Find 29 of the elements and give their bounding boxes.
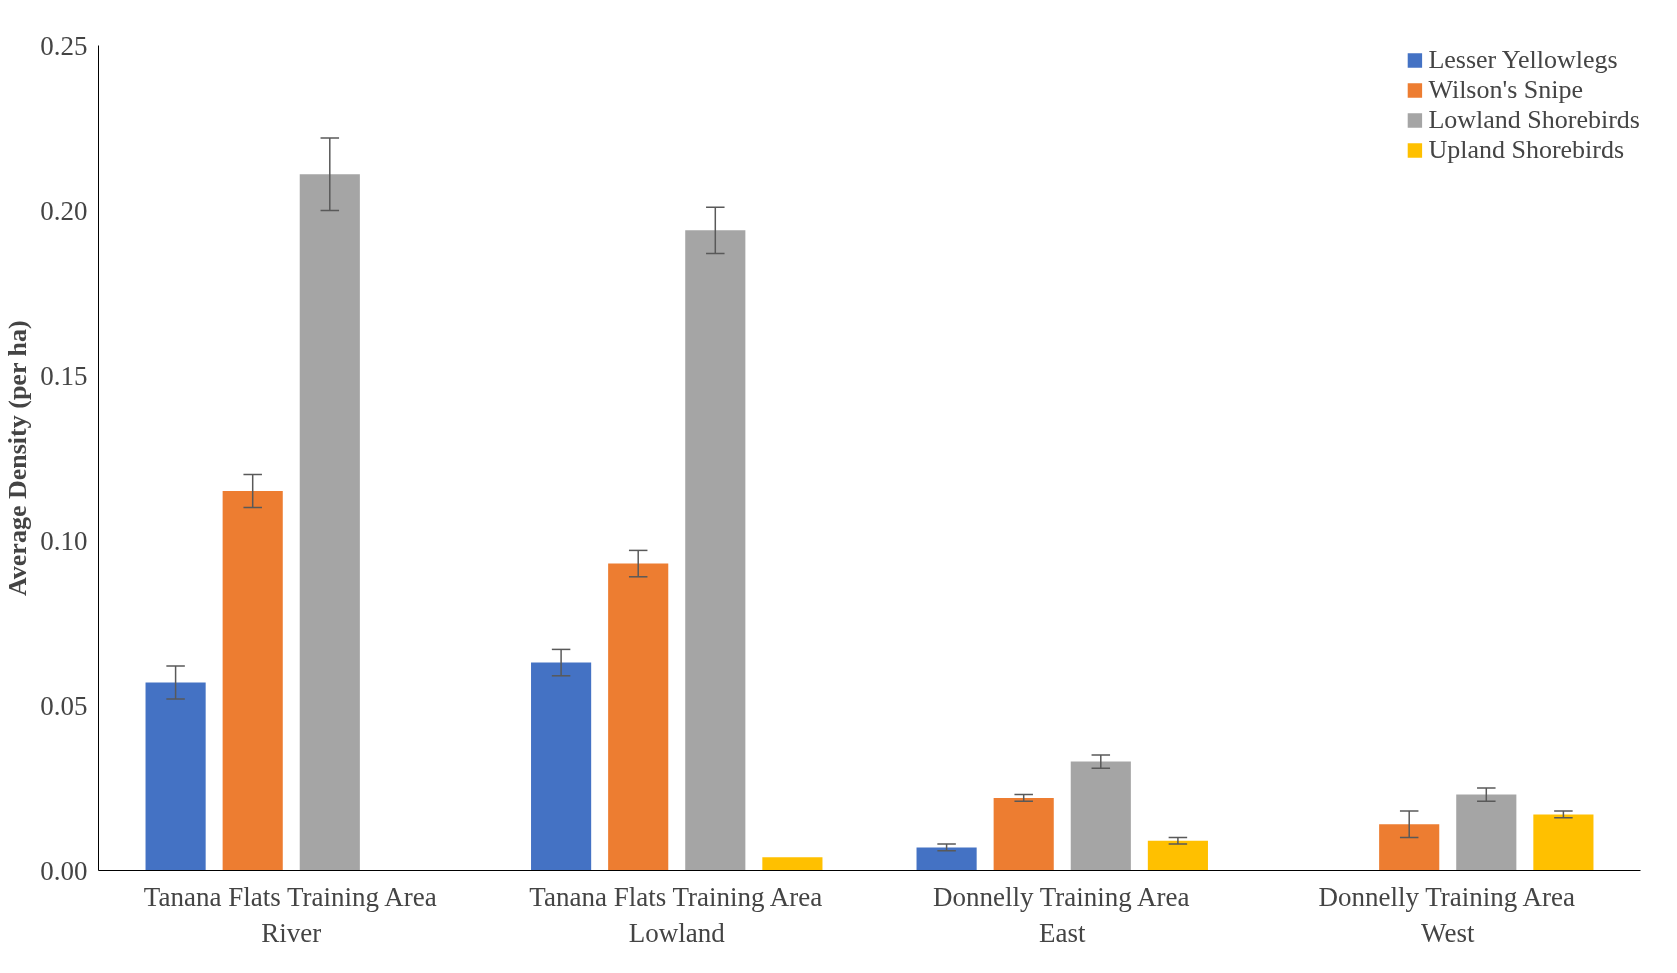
- y-tick-label: 0.00: [40, 855, 88, 886]
- bar: [762, 857, 823, 871]
- y-tick-label: 0.10: [40, 525, 88, 556]
- bar: [531, 662, 592, 871]
- y-axis-title: Average Density (per ha): [3, 320, 33, 597]
- bar: [1379, 824, 1440, 871]
- x-tick-label: Donnelly Training Area East: [933, 881, 1190, 948]
- x-tick-label: Donnelly Training Area West: [1318, 881, 1576, 948]
- bar: [1456, 794, 1517, 871]
- y-tick-label: 0.20: [40, 195, 88, 226]
- legend-label: Lowland Shorebirds: [1428, 105, 1640, 135]
- bar: [222, 491, 283, 871]
- y-tick-label: 0.25: [40, 30, 88, 61]
- bar: [993, 797, 1054, 871]
- bar: [685, 230, 746, 871]
- y-tick-label: 0.05: [40, 690, 88, 721]
- bar: [1533, 814, 1594, 871]
- bar: [1147, 840, 1208, 871]
- legend-label: Upland Shorebirds: [1428, 135, 1625, 165]
- legend-label: Wilson's Snipe: [1428, 75, 1583, 105]
- legend-label: Lesser Yellowlegs: [1428, 45, 1618, 75]
- bar: [1070, 761, 1131, 871]
- x-tick-label: Tanana Flats Training Area Lowland: [529, 881, 823, 948]
- bar: [145, 682, 206, 871]
- bar: [299, 174, 360, 871]
- bar: [916, 847, 977, 871]
- y-tick-label: 0.15: [40, 360, 88, 391]
- bar: [608, 563, 669, 871]
- x-tick-label: Tanana Flats Training Area River: [143, 881, 437, 948]
